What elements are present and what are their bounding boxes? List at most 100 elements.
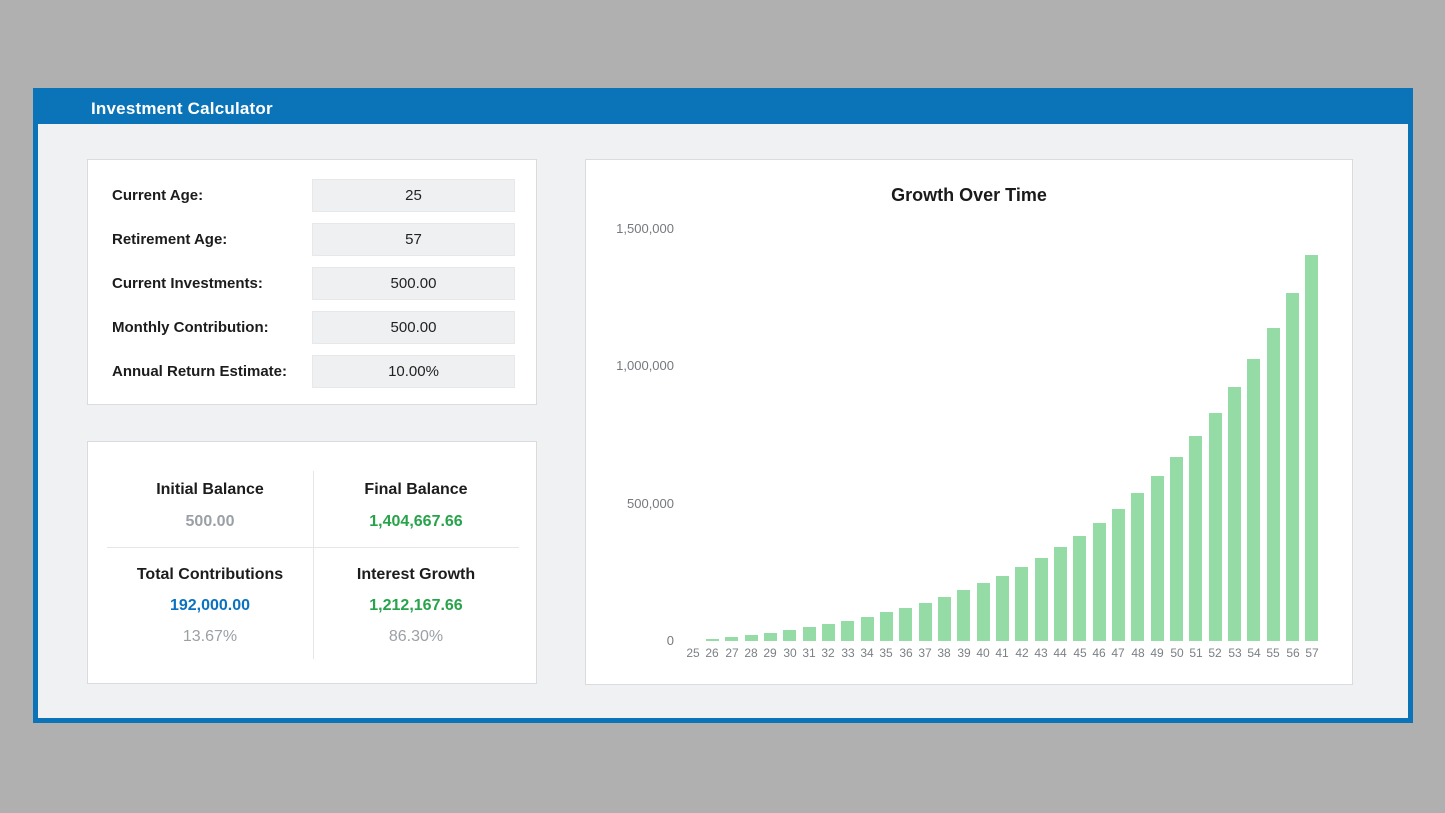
chart-bar-age-48 (1131, 493, 1144, 641)
chart-bar-age-41 (996, 576, 1009, 641)
x-axis-tick-label: 44 (1053, 646, 1067, 660)
x-axis-tick-label: 55 (1266, 646, 1280, 660)
interest-growth-value: 1,212,167.66 (369, 597, 463, 614)
chart-bar-age-32 (822, 624, 835, 641)
final-balance-value: 1,404,667.66 (369, 513, 463, 530)
window-content: Current Age: 25 Retirement Age: 57 Curre… (38, 124, 1408, 718)
chart-bar-age-35 (880, 612, 893, 641)
chart-bar-age-54 (1247, 359, 1260, 641)
x-axis-tick-label: 35 (879, 646, 893, 660)
investment-calculator-window: Investment Calculator Current Age: 25 Re… (33, 88, 1413, 723)
x-axis-tick-label: 53 (1228, 646, 1242, 660)
chart-bar-age-40 (977, 583, 990, 641)
x-axis-tick-label: 33 (841, 646, 855, 660)
annual-return-input[interactable]: 10.00% (312, 355, 515, 388)
x-axis-tick-label: 41 (995, 646, 1009, 660)
y-axis-tick-label: 1,000,000 (616, 358, 674, 374)
x-axis-tick-label: 51 (1189, 646, 1203, 660)
x-axis-tick-label: 47 (1111, 646, 1125, 660)
x-axis-tick-label: 25 (686, 646, 700, 660)
x-axis-tick-label: 27 (725, 646, 739, 660)
retirement-age-input[interactable]: 57 (312, 223, 515, 256)
current-investments-label: Current Investments: (112, 275, 263, 292)
chart-bar-age-52 (1209, 413, 1222, 641)
annual-return-label: Annual Return Estimate: (112, 363, 288, 380)
chart-bar-age-43 (1035, 558, 1048, 641)
current-age-label: Current Age: (112, 187, 204, 204)
current-age-input[interactable]: 25 (312, 179, 515, 212)
chart-bar-age-27 (725, 637, 738, 641)
results-horizontal-divider (107, 547, 519, 548)
x-axis-tick-label: 48 (1131, 646, 1145, 660)
chart-bar-age-31 (803, 627, 816, 641)
chart-bar-age-56 (1286, 293, 1299, 641)
x-axis-tick-label: 29 (763, 646, 777, 660)
x-axis-tick-label: 31 (802, 646, 816, 660)
x-axis-tick-label: 34 (860, 646, 874, 660)
chart-bar-age-44 (1054, 547, 1067, 641)
x-axis-tick-label: 46 (1092, 646, 1106, 660)
x-axis-tick-label: 50 (1170, 646, 1184, 660)
chart-bar-age-49 (1151, 476, 1164, 641)
chart-bar-age-38 (938, 597, 951, 641)
x-axis-tick-label: 45 (1073, 646, 1087, 660)
chart-plot: 0 500,000 1,000,000 1,500,000 25 26 27 28 29 30 31… (586, 160, 1352, 684)
x-axis-tick-label: 40 (976, 646, 990, 660)
results-vertical-divider (313, 471, 314, 659)
chart-bar-age-30 (783, 630, 796, 641)
retirement-age-label: Retirement Age: (112, 231, 228, 248)
y-axis-tick-label: 1,500,000 (616, 221, 674, 236)
current-investments-input[interactable]: 500.00 (312, 267, 515, 300)
chart-bar-age-51 (1189, 436, 1202, 641)
total-contributions-label: Total Contributions (136, 566, 284, 583)
chart-bar-age-39 (957, 590, 970, 641)
chart-bar-age-50 (1170, 457, 1183, 641)
interest-growth-percent: 86.30% (388, 628, 444, 645)
x-axis-tick-label: 28 (744, 646, 758, 660)
x-axis-tick-label: 43 (1034, 646, 1048, 660)
chart-bar-age-29 (764, 633, 777, 641)
chart-bar-age-28 (745, 635, 758, 641)
x-axis-tick-label: 38 (937, 646, 951, 660)
monthly-contribution-input[interactable]: 500.00 (312, 311, 515, 344)
x-axis-tick-label: 30 (783, 646, 797, 660)
x-axis-tick-label: 57 (1305, 646, 1319, 660)
total-contributions-percent: 13.67% (182, 628, 238, 645)
chart-bar-age-36 (899, 608, 912, 641)
chart-bar-age-55 (1267, 328, 1280, 641)
inputs-panel: Current Age: 25 Retirement Age: 57 Curre… (87, 159, 537, 405)
chart-bar-age-34 (861, 617, 874, 641)
chart-bar-age-37 (919, 603, 932, 641)
x-axis-tick-label: 52 (1208, 646, 1222, 660)
chart-bar-age-42 (1015, 567, 1028, 641)
x-axis-tick-label: 37 (918, 646, 932, 660)
x-axis-tick-label: 39 (957, 646, 971, 660)
x-axis-tick-label: 54 (1247, 646, 1261, 660)
monthly-contribution-label: Monthly Contribution: (112, 319, 269, 336)
y-axis-tick-label: 500,000 (627, 495, 674, 511)
x-axis-tick-label: 56 (1286, 646, 1300, 660)
final-balance-label: Final Balance (364, 481, 468, 498)
chart-title: Growth Over Time (891, 185, 1047, 205)
chart-bar-age-33 (841, 621, 854, 641)
y-axis-tick-label: 0 (666, 633, 674, 648)
results-panel: Initial Balance 500.00 Final Balance 1,4… (87, 441, 537, 684)
x-axis-tick-label: 36 (899, 646, 913, 660)
chart-bar-age-47 (1112, 509, 1125, 641)
chart-bar-age-46 (1093, 523, 1106, 641)
x-axis-tick-label: 32 (821, 646, 835, 660)
growth-chart-panel: Growth Over Time 0 500,000 1,000,000 1,500,… (585, 159, 1353, 685)
window-titlebar: Investment Calculator (38, 93, 1408, 124)
chart-bar-age-53 (1228, 387, 1241, 641)
chart-bar-age-45 (1073, 536, 1086, 641)
initial-balance-label: Initial Balance (156, 481, 264, 498)
chart-bar-age-26 (706, 639, 719, 641)
x-axis-tick-label: 49 (1150, 646, 1164, 660)
total-contributions-value: 192,000.00 (169, 597, 251, 614)
window-title: Investment Calculator (91, 98, 273, 118)
interest-growth-label: Interest Growth (356, 566, 476, 583)
x-axis-tick-label: 42 (1015, 646, 1029, 660)
chart-bar-age-57 (1305, 255, 1318, 641)
initial-balance-value: 500.00 (185, 513, 235, 530)
x-axis-tick-label: 26 (705, 646, 719, 660)
